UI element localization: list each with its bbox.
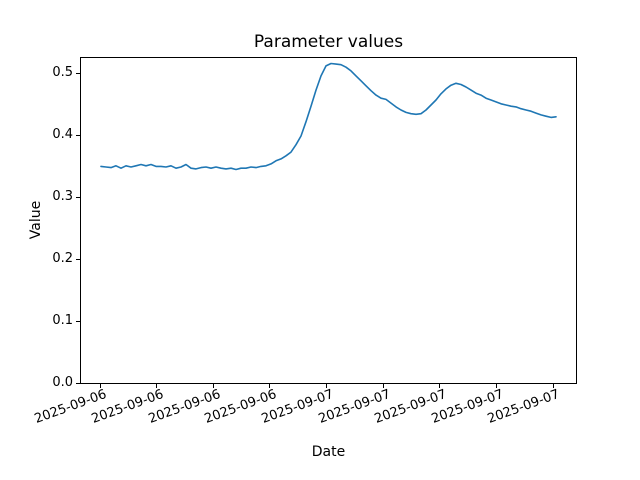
y-tick-mark bbox=[76, 196, 80, 198]
x-tick-mark bbox=[552, 384, 554, 388]
y-tick-label: 0.0 bbox=[52, 375, 73, 390]
plot-canvas bbox=[100, 62, 557, 171]
plot-area bbox=[80, 57, 577, 384]
y-tick-mark bbox=[76, 134, 80, 136]
y-tick-label: 0.3 bbox=[52, 189, 73, 204]
x-axis-label: Date bbox=[311, 444, 346, 460]
x-tick-mark bbox=[269, 384, 271, 388]
x-tick-mark bbox=[212, 384, 214, 388]
y-tick-mark bbox=[76, 382, 80, 384]
y-axis-label: Value bbox=[28, 200, 44, 240]
x-tick-mark bbox=[382, 384, 384, 388]
chart-title: Parameter values bbox=[253, 32, 404, 52]
x-tick-mark bbox=[439, 384, 441, 388]
x-tick-mark bbox=[326, 384, 327, 388]
y-tick-mark bbox=[76, 72, 80, 74]
y-tick-label: 0.5 bbox=[52, 65, 73, 80]
y-tick-mark bbox=[76, 258, 80, 260]
x-tick-mark bbox=[99, 384, 101, 388]
y-tick-label: 0.4 bbox=[52, 127, 73, 142]
x-tick-mark bbox=[156, 384, 158, 388]
y-tick-label: 0.1 bbox=[52, 313, 73, 328]
y-tick-mark bbox=[76, 320, 80, 322]
x-tick-mark bbox=[495, 384, 497, 388]
series-line bbox=[100, 62, 557, 171]
y-tick-label: 0.2 bbox=[52, 251, 73, 266]
